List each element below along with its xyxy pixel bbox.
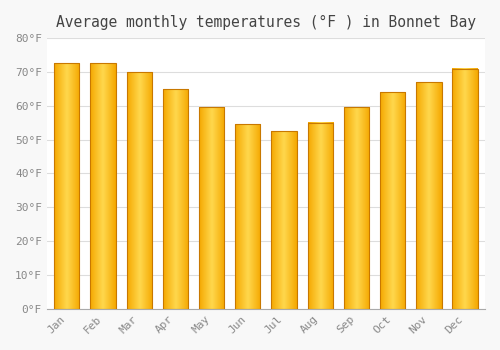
Bar — [452, 69, 478, 309]
Bar — [126, 72, 152, 309]
Bar — [162, 89, 188, 309]
Bar — [308, 123, 333, 309]
Bar — [90, 63, 116, 309]
Bar — [380, 92, 406, 309]
Bar — [54, 63, 80, 309]
Title: Average monthly temperatures (°F ) in Bonnet Bay: Average monthly temperatures (°F ) in Bo… — [56, 15, 476, 30]
Bar — [235, 124, 260, 309]
Bar — [199, 107, 224, 309]
Bar — [272, 131, 296, 309]
Bar — [344, 107, 369, 309]
Bar — [416, 82, 442, 309]
